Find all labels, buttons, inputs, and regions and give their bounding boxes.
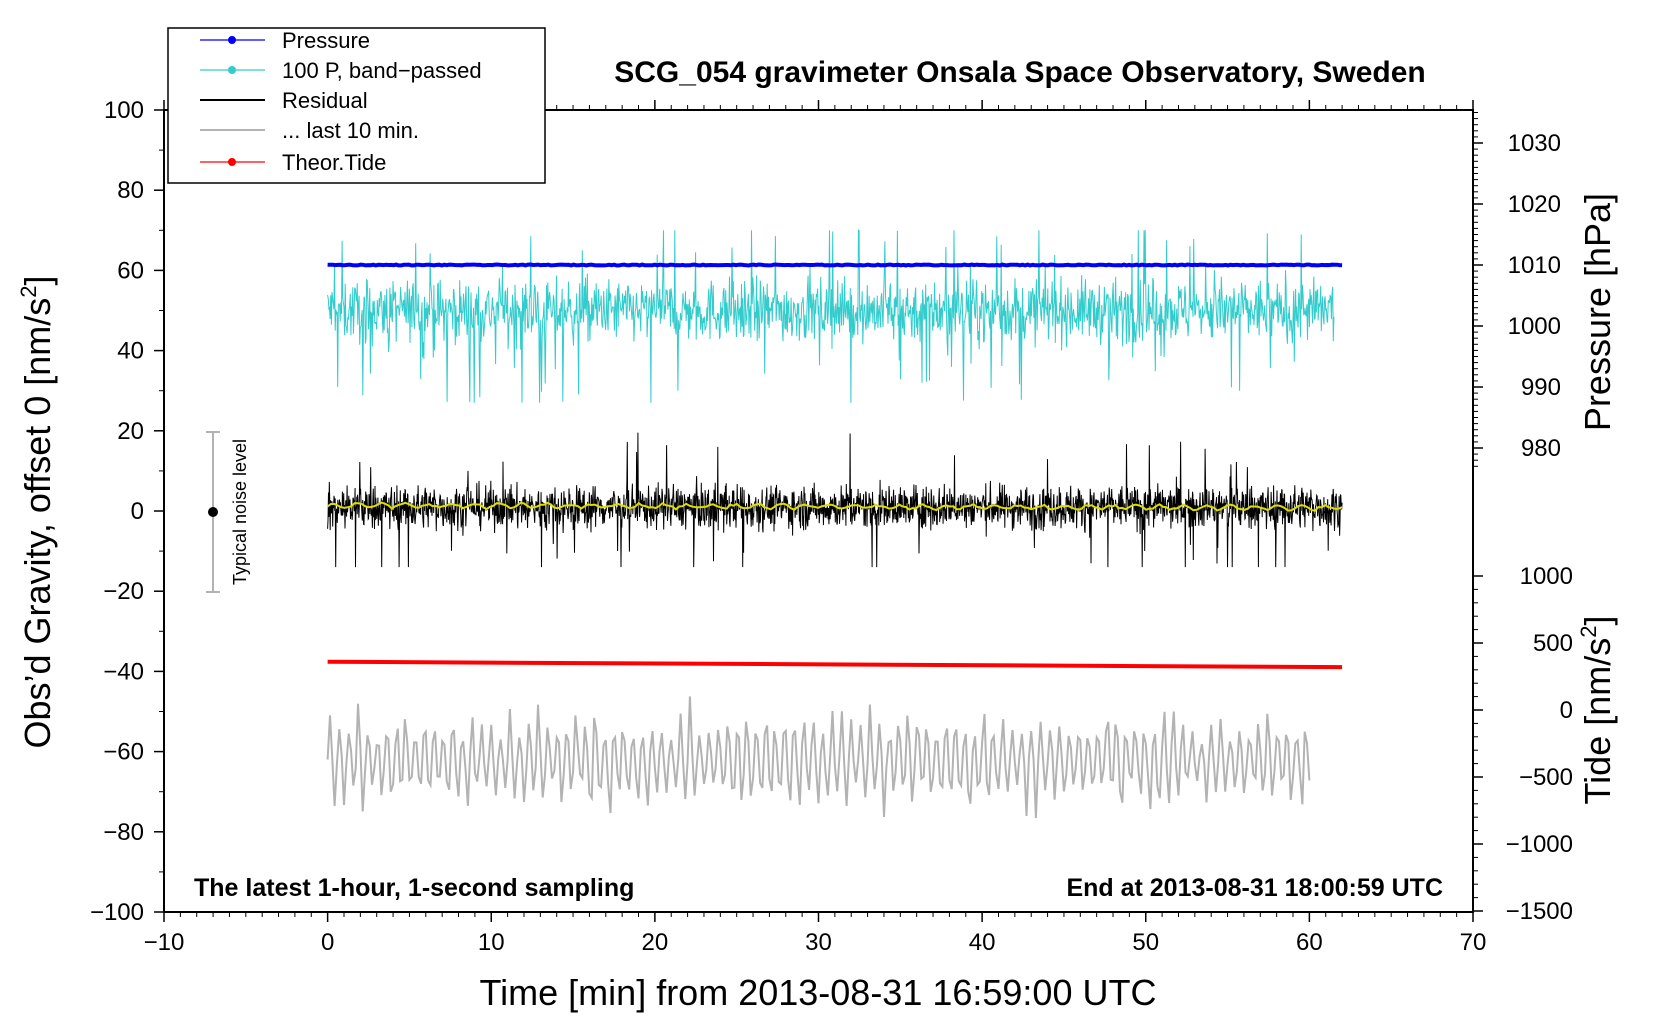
y-tick-label: −100 <box>90 899 144 926</box>
y-tick-label: −20 <box>103 578 144 605</box>
y-tick-label: 20 <box>117 418 144 445</box>
pressure-tick-label: 980 <box>1521 435 1561 462</box>
tide-tick-label: 500 <box>1533 630 1573 657</box>
series-layer <box>326 229 1343 818</box>
ticks-layer: −10 0 10 20 30 40 50 60 70−100−80−60−40−20020406… <box>90 97 1573 956</box>
series-bandpassed <box>327 229 1335 403</box>
x-axis-label: Time [min] from 2013-08-31 16:59:00 UTC <box>480 972 1157 1013</box>
x-tick-label: −10 <box>144 929 185 956</box>
pressure-axis-label: Pressure [hPa] <box>1577 193 1618 431</box>
y-tick-label: −40 <box>103 658 144 685</box>
pressure-tick-label: 1000 <box>1508 313 1561 340</box>
pressure-tick-label: 1030 <box>1508 130 1561 157</box>
legend-residual: Residual <box>200 88 368 113</box>
pressure-tick-label: 990 <box>1521 374 1561 401</box>
x-tick-label: 10 <box>478 929 505 956</box>
y-axis-label: Obs’d Gravity, offset 0 [nm/s2] <box>16 275 58 748</box>
pressure-tick-label: 1020 <box>1508 191 1561 218</box>
series-last10 <box>326 696 1311 818</box>
y-tick-label: −80 <box>103 819 144 846</box>
legend-bandpassed: 100 P, band−passed <box>200 58 482 83</box>
tide-tick-label: 1000 <box>1520 563 1573 590</box>
y-tick-label: 40 <box>117 338 144 365</box>
x-tick-label: 20 <box>642 929 669 956</box>
y-tick-label: 80 <box>117 177 144 204</box>
legend-label-tide: Theor.Tide <box>282 150 386 175</box>
y-tick-label: −60 <box>103 739 144 766</box>
series-pressure <box>327 262 1343 268</box>
note-left: The latest 1-hour, 1-second sampling <box>194 874 634 902</box>
x-tick-label: 70 <box>1460 929 1487 956</box>
tide-tick-label: −1500 <box>1506 898 1573 925</box>
note-right: End at 2013-08-31 18:00:59 UTC <box>1066 874 1443 902</box>
x-tick-label: 0 <box>321 929 334 956</box>
noise-bar: Typical noise level <box>206 431 250 593</box>
y-tick-label: 100 <box>104 97 144 124</box>
tide-tick-label: 0 <box>1560 697 1573 724</box>
chart-title: SCG_054 gravimeter Onsala Space Observat… <box>614 56 1426 89</box>
legend-label-residual: Residual <box>282 88 368 113</box>
legend-last10: ... last 10 min. <box>200 118 419 143</box>
tide-tick-label: −500 <box>1519 764 1573 791</box>
series-residual-smoothed <box>327 501 1343 512</box>
x-tick-label: 60 <box>1296 929 1323 956</box>
x-tick-label: 30 <box>805 929 832 956</box>
x-tick-label: 40 <box>969 929 996 956</box>
legend: Pressure 100 P, band−passed Residual ...… <box>167 27 546 184</box>
y-tick-label: 60 <box>117 257 144 284</box>
legend-pressure: Pressure <box>200 28 370 53</box>
x-tick-label: 50 <box>1132 929 1159 956</box>
series-residual <box>327 432 1343 568</box>
legend-label-bandpassed: 100 P, band−passed <box>282 58 482 83</box>
legend-label-last10: ... last 10 min. <box>282 118 419 143</box>
series-tide <box>327 659 1343 670</box>
legend-tide: Theor.Tide <box>200 150 386 175</box>
tide-tick-label: −1000 <box>1506 831 1573 858</box>
tide-axis-label: Tide [nm/s2] <box>1576 616 1618 805</box>
noise-label: Typical noise level <box>230 439 250 585</box>
legend-label-pressure: Pressure <box>282 28 370 53</box>
pressure-tick-label: 1010 <box>1508 252 1561 279</box>
y-tick-label: 0 <box>131 498 144 525</box>
